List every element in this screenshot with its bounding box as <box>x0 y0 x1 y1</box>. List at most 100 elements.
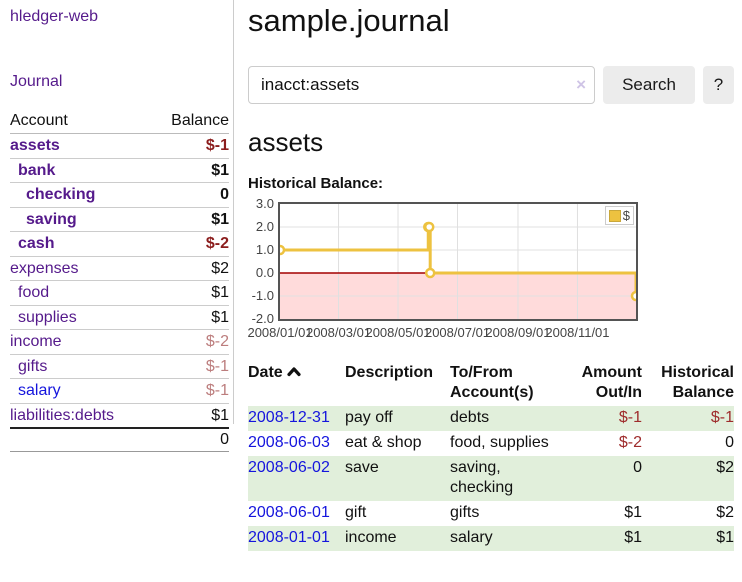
account-balance: $1 <box>150 305 229 330</box>
x-tick-label: 2008/01/01 <box>247 325 313 340</box>
account-row: assets $-1 <box>10 133 229 159</box>
sidebar-item-journal[interactable]: Journal <box>10 73 63 90</box>
y-tick-label: -1.0 <box>251 288 274 303</box>
account-row: gifts $-1 <box>10 354 229 379</box>
chart-canvas <box>280 204 636 319</box>
register-row: 2008-06-01 gift gifts $1 $2 <box>248 501 734 526</box>
main-content: sample.journal × Search ? assets Histori… <box>247 0 734 551</box>
app-brand[interactable]: hledger-web <box>10 8 99 25</box>
register-header-amount: Amount Out/In <box>581 364 642 401</box>
clear-search-icon[interactable]: × <box>576 75 587 94</box>
accounts-total-value: 0 <box>150 427 229 452</box>
account-link[interactable]: cash <box>18 235 55 252</box>
transaction-description: eat & shop <box>345 434 422 451</box>
register-row: 2008-06-02 save saving, checking 0 $2 <box>248 456 734 501</box>
transaction-accounts: debts <box>450 409 490 426</box>
account-row: income $-2 <box>10 329 229 355</box>
register-header-date[interactable]: Date <box>248 362 345 406</box>
register-header-historical: Historical Balance <box>661 364 734 401</box>
transaction-description: save <box>345 459 379 476</box>
account-balance: 0 <box>150 182 229 208</box>
account-link[interactable]: gifts <box>18 357 48 375</box>
account-row: liabilities:debts $1 <box>10 403 229 429</box>
account-link[interactable]: expenses <box>10 259 79 277</box>
account-link[interactable]: income <box>10 333 62 350</box>
account-link[interactable]: salary <box>18 382 61 399</box>
x-tick-label: 2008/09/01 <box>485 325 551 340</box>
legend-label: $ <box>622 208 630 223</box>
account-balance: $-2 <box>150 231 229 257</box>
account-row: expenses $2 <box>10 256 229 281</box>
account-link[interactable]: liabilities:debts <box>10 406 115 424</box>
x-tick-label: 2008/05/01 <box>365 325 431 340</box>
account-link[interactable]: saving <box>26 210 77 228</box>
x-tick-label: 2008/03/01 <box>305 325 372 340</box>
historical-balance-chart: $ 3.0 2.0 1.0 0.0 -1.0 -2.0 2008/01/01 2008/03/… <box>247 196 734 340</box>
account-balance: $1 <box>150 207 229 232</box>
account-link[interactable]: assets <box>10 137 60 154</box>
transaction-balance: 0 <box>725 434 734 451</box>
account-link[interactable]: supplies <box>18 308 77 326</box>
account-heading: assets <box>248 127 324 157</box>
accounts-header-account: Account <box>10 112 151 134</box>
search-button[interactable]: Search <box>603 66 695 104</box>
account-link[interactable]: checking <box>26 186 96 203</box>
chart-plot-area[interactable]: $ <box>278 202 638 321</box>
transaction-accounts: gifts <box>450 504 480 521</box>
register-row: 2008-12-31 pay off debts $-1 $-1 <box>248 406 734 431</box>
account-row: checking 0 <box>10 182 229 208</box>
transaction-date-link[interactable]: 2008-12-31 <box>248 409 330 426</box>
chart-legend: $ <box>604 206 634 225</box>
account-balance: $1 <box>150 280 229 306</box>
transaction-date-link[interactable]: 2008-06-01 <box>248 504 330 521</box>
search-input[interactable] <box>248 66 596 104</box>
account-row: cash $-2 <box>10 231 229 257</box>
transaction-amount: $1 <box>624 529 642 546</box>
account-balance: $2 <box>150 256 229 281</box>
y-tick-label: -2.0 <box>251 311 274 326</box>
account-balance: $-1 <box>150 354 229 379</box>
account-balance: $1 <box>150 403 229 429</box>
transaction-date-link[interactable]: 2008-06-03 <box>248 434 330 451</box>
transaction-balance: $-1 <box>710 409 734 426</box>
account-balance: $1 <box>150 158 229 183</box>
account-link[interactable]: bank <box>18 161 56 179</box>
account-row: salary $-1 <box>10 378 229 404</box>
register-table: Date Description To/From Account(s) Amount Ou… <box>248 362 734 551</box>
transaction-accounts: food, supplies <box>450 434 549 451</box>
register-header-tofrom: To/From Account(s) <box>450 364 534 401</box>
search-form: × Search ? <box>248 66 734 104</box>
transaction-amount: 0 <box>633 459 642 476</box>
chart-title: Historical Balance: <box>248 175 384 192</box>
transaction-description: income <box>345 529 397 546</box>
sidebar: hledger-web Journal Account Balance asse… <box>0 0 233 452</box>
account-row: bank $1 <box>10 158 229 183</box>
account-row: supplies $1 <box>10 305 229 330</box>
transaction-description: gift <box>345 504 367 521</box>
sidebar-divider <box>233 0 234 424</box>
y-tick-label: 2.0 <box>255 219 274 234</box>
transaction-date-link[interactable]: 2008-06-02 <box>248 459 330 476</box>
transaction-accounts: salary <box>450 529 493 546</box>
transaction-balance: $1 <box>716 529 734 546</box>
x-tick-label: 2008/07/01 <box>424 325 491 340</box>
account-balance: $-1 <box>150 378 229 404</box>
y-tick-label: 0.0 <box>255 265 274 280</box>
transaction-amount: $-2 <box>618 434 642 451</box>
transaction-balance: $2 <box>716 504 734 521</box>
transaction-date-link[interactable]: 2008-01-01 <box>248 529 330 546</box>
x-tick-label: 2008/11/01 <box>545 325 610 340</box>
y-tick-label: 1.0 <box>255 242 274 257</box>
account-link[interactable]: food <box>18 284 50 301</box>
accounts-total-row: 0 <box>10 427 229 452</box>
register-row: 2008-01-01 income salary $1 $1 <box>248 526 734 551</box>
search-help-button[interactable]: ? <box>702 66 734 104</box>
transaction-balance: $2 <box>716 459 734 476</box>
y-tick-label: 3.0 <box>255 196 274 211</box>
register-row: 2008-06-03 eat & shop food, supplies $-2 0 <box>248 431 734 456</box>
transaction-description: pay off <box>345 409 393 426</box>
transaction-amount: $1 <box>624 504 642 521</box>
accounts-header-balance: Balance <box>150 112 229 134</box>
account-row: food $1 <box>10 280 229 306</box>
account-balance: $-1 <box>150 133 229 159</box>
